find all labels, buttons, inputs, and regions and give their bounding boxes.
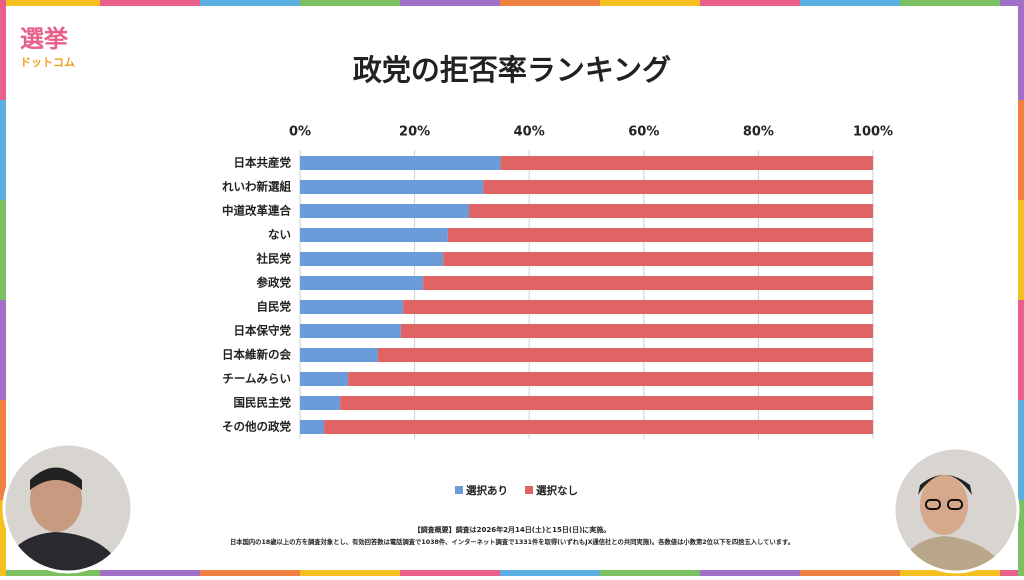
frame-stripe	[200, 570, 300, 576]
bar-segment	[300, 276, 424, 290]
frame-stripe	[800, 0, 900, 6]
frame-stripe	[300, 570, 400, 576]
bar-segment	[300, 396, 341, 410]
y-tick-label: 日本共産党	[234, 156, 292, 170]
legend-swatch	[525, 486, 533, 494]
bar-segment	[469, 204, 873, 218]
frame-stripe	[900, 0, 1000, 6]
y-tick-label: チームみらい	[222, 372, 291, 386]
frame-stripe	[1018, 200, 1024, 300]
bar-segment	[300, 252, 444, 266]
x-tick-label: 20%	[399, 125, 430, 140]
footnote: 日本国内の18歳以上の方を調査対象とし、有効回答数は電話調査で1038件、インタ…	[230, 537, 794, 546]
x-tick-label: 100%	[853, 125, 893, 140]
y-tick-label: 社民党	[256, 252, 292, 266]
y-tick-label: 自民党	[257, 300, 292, 314]
bar-segment	[300, 300, 404, 314]
frame-stripe	[800, 570, 900, 576]
frame-stripe	[1018, 300, 1024, 400]
frame-stripe	[100, 570, 200, 576]
frame-stripe	[400, 570, 500, 576]
logo-bottom: ドットコム	[20, 56, 75, 69]
bar-segment	[377, 348, 873, 362]
x-tick-label: 60%	[628, 125, 659, 140]
frame-stripe	[1018, 500, 1024, 580]
frame-stripe	[0, 400, 6, 500]
bar-segment	[300, 204, 470, 218]
frame-stripe	[1018, 0, 1024, 100]
bar-segment	[300, 324, 401, 338]
glasses	[925, 499, 941, 510]
frame-stripe	[100, 0, 200, 6]
bar-segment	[324, 420, 873, 434]
bar-segment	[500, 156, 873, 170]
bar-segment	[403, 300, 873, 314]
person-head	[920, 475, 968, 535]
frame-stripe	[1000, 570, 1024, 576]
bar-segment	[348, 372, 874, 386]
webcam-ring	[2, 442, 134, 574]
frame-stripe	[500, 0, 600, 6]
frame-stripe	[600, 0, 700, 6]
x-tick-label: 0%	[289, 125, 311, 140]
frame-stripe	[1018, 400, 1024, 500]
y-tick-label: その他の政党	[222, 420, 291, 434]
webcam-left	[2, 442, 134, 574]
bar-segment	[447, 228, 873, 242]
bar-segment	[300, 180, 484, 194]
frame-stripe	[700, 570, 800, 576]
bar-segment	[340, 396, 873, 410]
glasses	[947, 499, 963, 510]
frame-stripe	[200, 0, 300, 6]
person-hair	[30, 467, 82, 490]
frame-stripe	[1000, 0, 1024, 6]
bar-segment	[423, 276, 873, 290]
webcam-right	[892, 446, 1020, 574]
chart-title: 政党の拒否率ランキング	[353, 53, 671, 87]
webcam-ring	[892, 446, 1020, 574]
bar-segment	[300, 156, 501, 170]
bar-segment	[400, 324, 873, 338]
person-head	[30, 468, 82, 532]
y-tick-label: 日本維新の会	[222, 348, 291, 362]
bar-segment	[300, 228, 448, 242]
y-tick-label: 参政党	[256, 276, 292, 290]
frame-stripe	[0, 100, 6, 200]
frame-stripe	[1018, 100, 1024, 200]
y-tick-label: 日本保守党	[234, 324, 292, 338]
logo-top: 選挙	[20, 25, 69, 53]
frame-stripe	[0, 570, 100, 576]
frame-stripe	[300, 0, 400, 6]
legend-label: 選択なし	[536, 484, 578, 497]
bar-segment	[483, 180, 873, 194]
bar-segment	[300, 348, 378, 362]
y-tick-label: れいわ新選組	[222, 180, 291, 194]
bar-segment	[443, 252, 873, 266]
frame-stripe	[600, 570, 700, 576]
bar-segment	[300, 372, 349, 386]
legend-swatch	[455, 486, 463, 494]
frame-stripe	[0, 500, 6, 580]
frame-stripe	[0, 200, 6, 300]
y-tick-label: 中道改革連合	[222, 204, 291, 218]
y-tick-label: 国民民主党	[234, 396, 292, 410]
frame-stripe	[0, 300, 6, 400]
footnote: 【調査概要】調査は2026年2月14日(土)と15日(日)に実施。	[414, 525, 611, 534]
frame-stripe	[700, 0, 800, 6]
y-tick-label: ない	[268, 228, 291, 242]
bar-segment	[300, 420, 325, 434]
frame-stripe	[500, 570, 600, 576]
frame-stripe	[0, 0, 6, 100]
legend-label: 選択あり	[466, 484, 508, 497]
frame-stripe	[400, 0, 500, 6]
x-tick-label: 80%	[743, 125, 774, 140]
x-tick-label: 40%	[514, 125, 545, 140]
person-hair	[918, 475, 972, 495]
frame-stripe	[0, 0, 100, 6]
